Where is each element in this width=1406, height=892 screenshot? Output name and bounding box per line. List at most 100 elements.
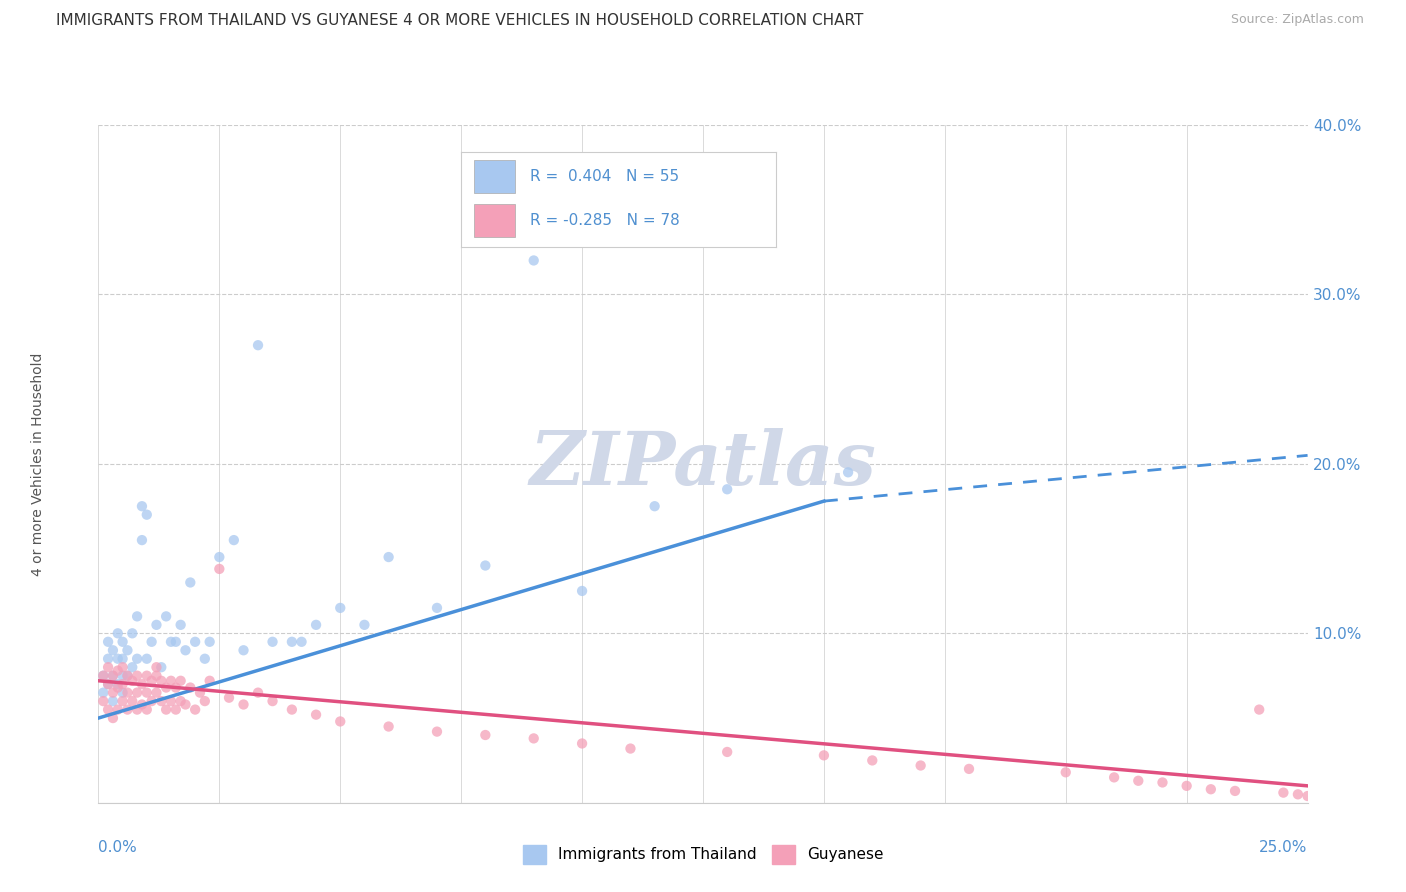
Point xyxy=(523,253,546,268)
Point xyxy=(135,508,157,522)
Point xyxy=(169,673,191,688)
Point xyxy=(910,758,932,772)
Point xyxy=(97,677,120,691)
Point xyxy=(141,673,163,688)
Point xyxy=(247,685,270,699)
Point xyxy=(329,601,352,615)
Point xyxy=(619,741,641,756)
Point xyxy=(377,549,399,565)
Point xyxy=(135,685,157,699)
Text: R = -0.285   N = 78: R = -0.285 N = 78 xyxy=(530,213,681,228)
Point xyxy=(281,703,304,717)
Point xyxy=(1296,789,1319,803)
Point xyxy=(184,635,207,649)
Point xyxy=(131,533,153,548)
Point xyxy=(262,694,284,708)
Point xyxy=(117,669,139,683)
Text: 0.0%: 0.0% xyxy=(98,840,138,855)
Text: IMMIGRANTS FROM THAILAND VS GUYANESE 4 OR MORE VEHICLES IN HOUSEHOLD CORRELATION: IMMIGRANTS FROM THAILAND VS GUYANESE 4 O… xyxy=(56,13,863,29)
Point xyxy=(101,669,124,683)
Point xyxy=(860,753,883,767)
Point xyxy=(145,685,167,699)
Point xyxy=(218,690,240,705)
Point xyxy=(194,651,217,665)
Point xyxy=(377,719,399,733)
Point xyxy=(107,651,129,665)
Point xyxy=(121,694,143,708)
Point xyxy=(305,618,328,632)
Point xyxy=(474,558,496,573)
Point xyxy=(329,714,352,729)
Point xyxy=(117,669,139,683)
Point xyxy=(127,609,149,624)
Point xyxy=(150,660,173,674)
Point xyxy=(107,626,129,640)
Point xyxy=(716,483,738,497)
Point xyxy=(474,728,496,742)
Point xyxy=(127,669,149,683)
Point xyxy=(97,635,120,649)
Point xyxy=(571,737,593,751)
Point xyxy=(145,660,167,674)
Point xyxy=(135,669,157,683)
Point xyxy=(353,618,375,632)
Point xyxy=(111,677,134,691)
Point xyxy=(1286,788,1309,801)
Point xyxy=(101,643,124,657)
Point xyxy=(194,694,217,708)
Point xyxy=(150,694,173,708)
Point xyxy=(184,703,207,717)
Point xyxy=(165,703,187,717)
Point xyxy=(165,635,187,649)
Point xyxy=(91,669,114,683)
Point xyxy=(290,635,312,649)
Point xyxy=(97,677,120,691)
Point xyxy=(160,694,183,708)
Point xyxy=(145,669,167,683)
Point xyxy=(131,677,153,691)
Point xyxy=(571,584,593,599)
Point xyxy=(131,500,153,514)
Point xyxy=(107,703,129,717)
Point xyxy=(101,694,124,708)
Text: 25.0%: 25.0% xyxy=(1260,840,1308,855)
Point xyxy=(91,694,114,708)
Point xyxy=(1249,703,1271,717)
Point xyxy=(141,635,163,649)
Point xyxy=(135,651,157,665)
Point xyxy=(121,626,143,640)
Point xyxy=(165,681,187,695)
Point xyxy=(117,703,139,717)
Text: R =  0.404   N = 55: R = 0.404 N = 55 xyxy=(530,169,679,184)
Point xyxy=(169,694,191,708)
Point xyxy=(97,651,120,665)
Point xyxy=(305,707,328,722)
Point xyxy=(101,669,124,683)
Point xyxy=(111,635,134,649)
Text: ZIPatlas: ZIPatlas xyxy=(530,427,876,500)
Point xyxy=(1175,779,1198,793)
Point xyxy=(179,575,201,590)
Point xyxy=(262,635,284,649)
Bar xyxy=(474,160,515,193)
Point xyxy=(107,677,129,691)
Bar xyxy=(474,204,515,237)
Point xyxy=(1199,782,1222,797)
Point xyxy=(1054,765,1077,780)
Point xyxy=(169,618,191,632)
Point xyxy=(160,673,183,688)
Point xyxy=(127,703,149,717)
Point xyxy=(91,669,114,683)
Point xyxy=(716,745,738,759)
Point xyxy=(1152,775,1174,789)
Point xyxy=(121,673,143,688)
Point xyxy=(208,562,231,576)
Point xyxy=(155,703,177,717)
Point xyxy=(247,338,270,352)
Point xyxy=(957,762,980,776)
Point xyxy=(208,549,231,565)
Point xyxy=(111,669,134,683)
Point xyxy=(644,500,666,514)
Point xyxy=(155,681,177,695)
Point xyxy=(523,731,546,746)
